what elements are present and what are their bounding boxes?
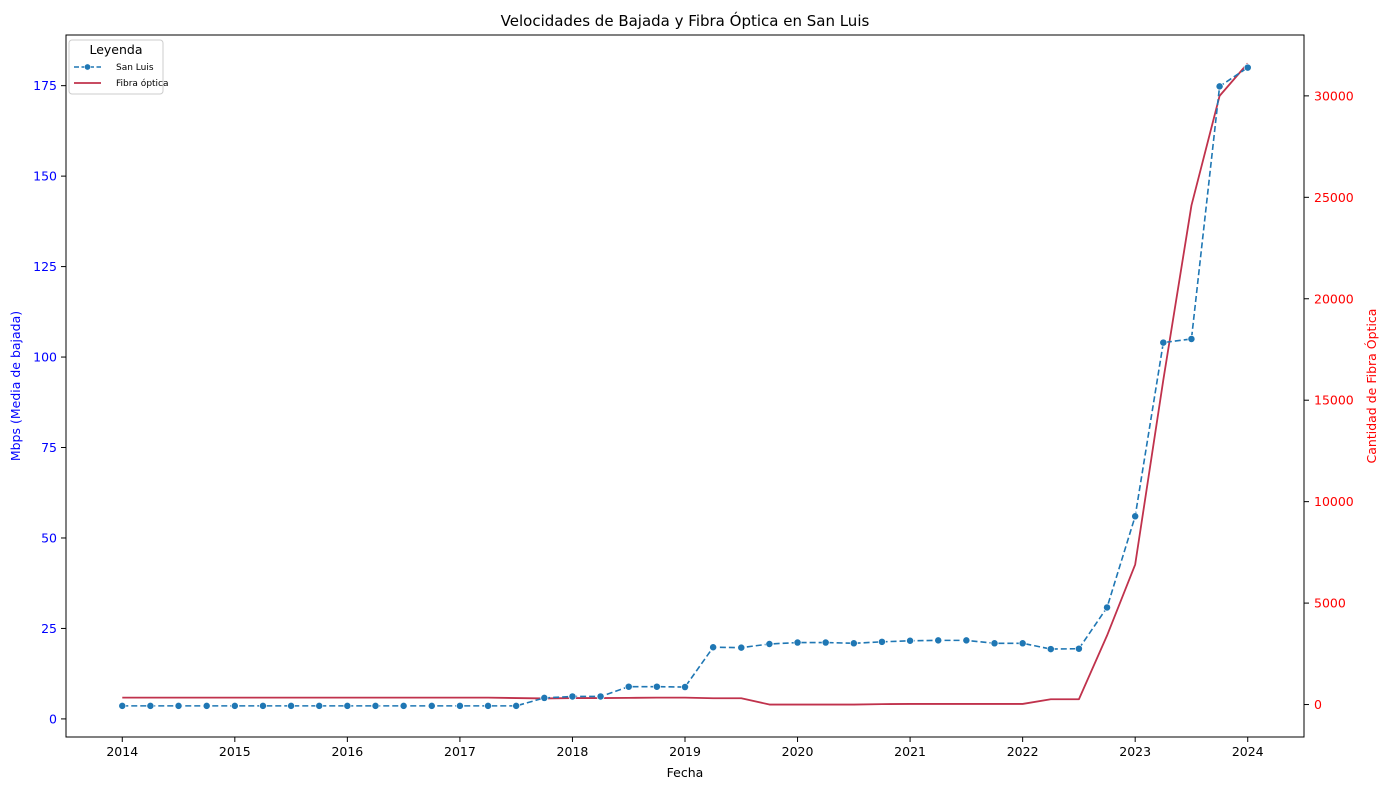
y-right-tick-label: 30000 xyxy=(1314,88,1354,103)
data-point-san-luis xyxy=(737,643,746,652)
series-line-fibra-optica xyxy=(122,62,1249,706)
y-left-tick-label: 175 xyxy=(33,78,57,93)
x-tick-label: 2019 xyxy=(669,744,701,759)
y-right-tick-label: 0 xyxy=(1314,697,1322,712)
data-point-san-luis xyxy=(765,640,774,648)
x-tick-label: 2018 xyxy=(557,744,589,759)
y-left-tick-label: 25 xyxy=(41,621,57,636)
data-point-san-luis xyxy=(287,701,296,710)
data-point-san-luis xyxy=(962,636,971,645)
y-left-tick-label: 125 xyxy=(33,259,57,274)
legend-marker-san-luis xyxy=(84,63,92,71)
x-tick-label: 2024 xyxy=(1232,744,1264,759)
data-point-san-luis xyxy=(1131,512,1140,521)
axes-layer: 2014 2015 2016 2017 2018 2019 2020 2021 2022 2023… xyxy=(33,78,1354,759)
legend-label-fibra-optica: Fibra óptica xyxy=(116,78,169,89)
x-tick-label: 2014 xyxy=(106,744,138,759)
data-point-san-luis xyxy=(624,682,633,691)
data-point-san-luis xyxy=(455,701,464,710)
data-point-san-luis xyxy=(1159,338,1168,347)
y-left-axis-label: Mbps (Media de bajada) xyxy=(8,311,23,461)
legend-box xyxy=(68,39,164,95)
x-axis-label: Fecha xyxy=(667,765,704,780)
legend-title: Leyenda xyxy=(89,42,142,57)
data-point-san-luis xyxy=(709,643,718,652)
data-point-san-luis xyxy=(427,701,436,710)
y-left-tick-label: 0 xyxy=(49,711,57,726)
y-left-tick-label: 100 xyxy=(33,350,57,365)
data-point-san-luis xyxy=(399,701,408,710)
x-tick-label: 2015 xyxy=(219,744,251,759)
data-point-san-luis xyxy=(793,638,802,647)
legend-label-san-luis: San Luis xyxy=(116,63,154,73)
data-point-san-luis xyxy=(1243,63,1252,72)
data-point-san-luis xyxy=(540,693,549,702)
data-point-san-luis xyxy=(118,701,127,710)
y-right-tick-label: 5000 xyxy=(1314,596,1346,611)
y-right-tick-label: 25000 xyxy=(1314,190,1354,205)
x-tick-label: 2016 xyxy=(331,744,363,759)
data-point-san-luis xyxy=(1018,639,1027,648)
plot-area-border xyxy=(65,34,1305,738)
y-right-tick-label: 15000 xyxy=(1314,393,1354,408)
y-right-tick-label: 20000 xyxy=(1314,291,1354,306)
data-point-san-luis xyxy=(596,692,605,701)
data-point-san-luis xyxy=(1187,335,1196,343)
data-point-san-luis xyxy=(1103,603,1112,612)
data-point-san-luis xyxy=(849,639,858,648)
data-point-san-luis xyxy=(174,701,183,710)
data-point-san-luis xyxy=(1215,82,1224,91)
data-point-san-luis xyxy=(230,701,239,710)
data-point-san-luis xyxy=(906,636,915,645)
series-layer xyxy=(118,62,1252,710)
data-point-san-luis xyxy=(315,701,324,710)
data-point-san-luis xyxy=(343,701,352,710)
x-tick-label: 2022 xyxy=(1007,744,1039,759)
data-point-san-luis xyxy=(484,701,492,710)
data-point-san-luis xyxy=(1074,644,1083,653)
data-point-san-luis xyxy=(934,636,943,645)
data-point-san-luis xyxy=(512,701,521,710)
data-point-san-luis xyxy=(202,701,211,710)
data-point-san-luis xyxy=(821,638,830,647)
y-right-tick-label: 10000 xyxy=(1314,494,1354,509)
x-tick-label: 2017 xyxy=(444,744,476,759)
data-point-san-luis xyxy=(990,639,999,648)
series-line-san-luis xyxy=(122,66,1249,707)
data-point-san-luis xyxy=(146,701,155,710)
chart-title: Velocidades de Bajada y Fibra Óptica en … xyxy=(501,11,870,30)
y-left-tick-label: 75 xyxy=(41,440,57,455)
data-point-san-luis xyxy=(259,701,267,710)
legend: Leyenda San Luis Fibra óptica xyxy=(68,39,169,95)
data-point-san-luis xyxy=(371,701,380,710)
x-tick-label: 2021 xyxy=(894,744,926,759)
data-point-san-luis xyxy=(878,637,886,646)
data-point-san-luis xyxy=(1046,645,1055,654)
data-point-san-luis xyxy=(681,683,689,692)
y-right-axis-label: Cantidad de Fibra Óptica xyxy=(1364,309,1379,464)
data-point-san-luis xyxy=(568,692,577,701)
x-tick-label: 2023 xyxy=(1119,744,1151,759)
y-left-tick-label: 50 xyxy=(41,530,57,545)
data-point-san-luis xyxy=(652,682,661,691)
plot-frame xyxy=(65,34,1305,738)
y-left-tick-label: 150 xyxy=(33,169,57,184)
x-tick-label: 2020 xyxy=(782,744,814,759)
